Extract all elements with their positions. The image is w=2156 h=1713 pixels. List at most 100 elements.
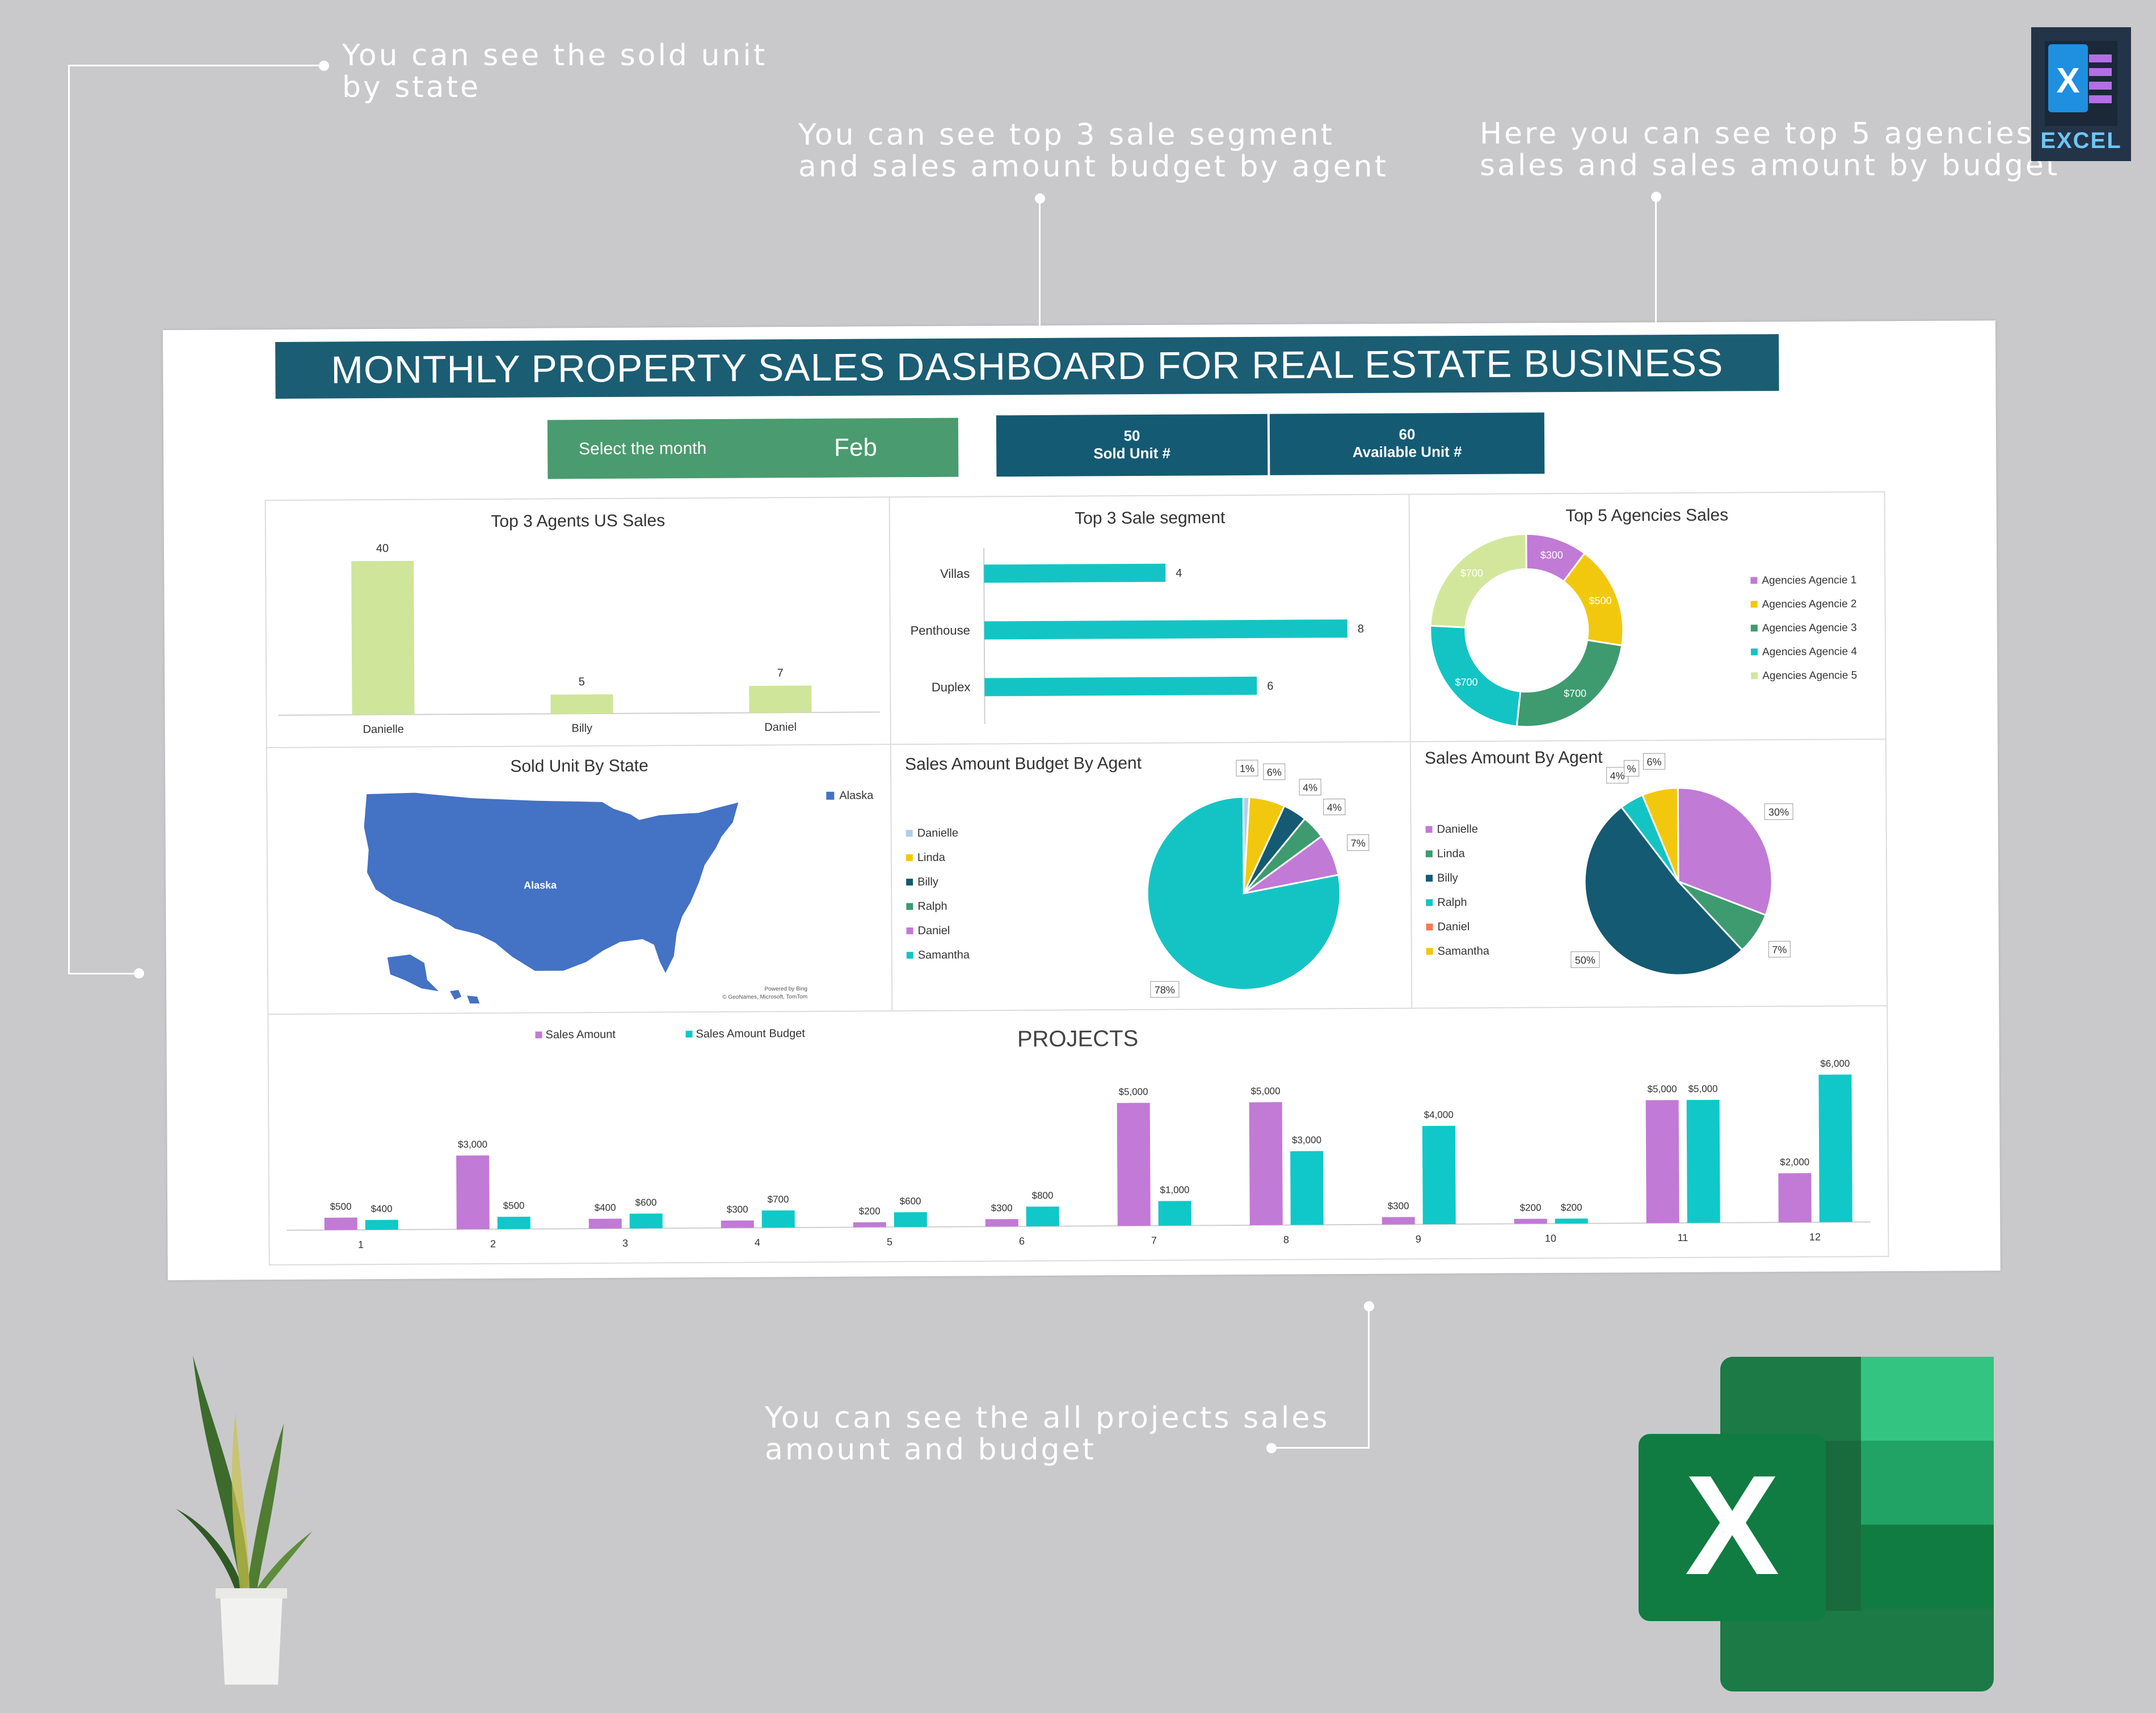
map-legend-label: Alaska <box>839 789 874 801</box>
data-label-group: $700 <box>1455 677 1478 688</box>
map-region-alaska-inset <box>387 954 439 991</box>
svg-text:X: X <box>1685 1446 1780 1604</box>
data-label-group: % <box>1624 760 1640 777</box>
bar <box>351 560 415 715</box>
data-label-group: 4% <box>1299 779 1321 796</box>
connector-line <box>68 65 70 974</box>
data-label: 7% <box>1351 838 1366 849</box>
sold-units-label: Sold Unit # <box>1093 444 1171 462</box>
data-label-group: 30% <box>1764 803 1793 820</box>
data-label: $3,000 <box>458 1139 487 1150</box>
available-units-value: 60 <box>1399 425 1416 443</box>
month-selector-value[interactable]: Feb <box>833 433 878 462</box>
data-label-group: $300 <box>1540 549 1563 560</box>
data-label: % <box>1627 763 1636 774</box>
pie-slice <box>1677 787 1773 917</box>
budget-by-agent-chart: Danielle Linda Billy Ralph Daniel Samantha 1% 6… <box>906 760 1370 998</box>
tick-label: 5 <box>887 1236 892 1247</box>
data-label-group: 6% <box>1263 763 1286 780</box>
data-label-group: 7% <box>1347 834 1370 851</box>
data-label: $300 <box>1540 549 1563 560</box>
us-map[interactable]: Alaska Alaska Powered by Bing © GeoNames… <box>267 745 892 1015</box>
excel-badge-label: EXCEL <box>2040 128 2122 153</box>
legend-label: Linda <box>1437 847 1466 860</box>
panel-agencies: Top 5 Agencies Sales $300 $500 $700 $700 $70… <box>1408 491 1887 744</box>
data-label: 7 <box>777 667 784 680</box>
pie-slice <box>1146 796 1341 991</box>
data-label-group: $700 <box>1460 567 1483 579</box>
tick-label: 10 <box>1545 1233 1556 1244</box>
bar <box>1555 1218 1588 1224</box>
data-label: $800 <box>1032 1190 1054 1201</box>
agents-chart: 40 Danielle 5 Billy 7 Daniel <box>278 542 880 736</box>
data-label: $600 <box>900 1196 921 1206</box>
data-label: 8 <box>1358 623 1364 635</box>
callout-sold-by-state: You can see the sold unit by state <box>342 39 768 104</box>
data-label: $3,000 <box>1292 1134 1321 1145</box>
callout-segment-budget: You can see top 3 sale segment and sales… <box>798 118 1388 184</box>
legend-swatch <box>1750 577 1758 584</box>
bar <box>1645 1100 1679 1223</box>
data-label: 6 <box>1267 680 1273 693</box>
bar <box>456 1155 490 1230</box>
legend-label: Danielle <box>1437 823 1478 836</box>
data-label: $300 <box>727 1204 748 1215</box>
legend-label: Ralph <box>1437 896 1467 909</box>
legend-swatch <box>1426 923 1433 931</box>
data-label-group: 1% <box>1236 760 1258 777</box>
bar <box>721 1220 754 1228</box>
bar <box>984 676 1257 697</box>
tick-label: Daniel <box>764 721 797 733</box>
dashboard-title: MONTHLY PROPERTY SALES DASHBOARD FOR REA… <box>275 334 1779 399</box>
panel-budget-by-agent: Sales Amount Budget By Agent Danielle Lin… <box>890 741 1414 1013</box>
tick-label: 6 <box>1019 1235 1025 1247</box>
legend-label: Agencies Agencie 4 <box>1762 645 1857 658</box>
data-label-group: 78% <box>1150 981 1180 998</box>
data-label: 4% <box>1327 802 1342 813</box>
legend-swatch <box>1750 601 1758 608</box>
legend-label: Agencies Agencie 3 <box>1762 622 1857 634</box>
legend-label: Sales Amount <box>545 1028 616 1041</box>
tick-label: Duplex <box>932 680 971 694</box>
legend-swatch <box>1425 850 1433 858</box>
data-label: $5,000 <box>1647 1083 1677 1094</box>
data-label-box <box>1150 981 1180 998</box>
connector-line <box>68 65 323 66</box>
data-label: $700 <box>1460 567 1483 579</box>
tick-label: Penthouse <box>911 623 970 638</box>
tick-label: 12 <box>1809 1231 1821 1243</box>
legend-label: Linda <box>917 851 946 864</box>
legend-label: Agencies Agencie 2 <box>1762 598 1857 610</box>
data-label-box <box>1299 779 1321 796</box>
panel-projects: PROJECTS Sales Amount Sales Amount Budget… <box>267 1005 1889 1266</box>
available-units-label: Available Unit # <box>1352 443 1462 461</box>
data-label: $700 <box>768 1194 789 1205</box>
legend-swatch <box>1425 826 1433 833</box>
bar <box>629 1213 663 1229</box>
legend-label: Agencies Agencie 5 <box>1762 669 1857 682</box>
data-label: 50% <box>1575 955 1595 966</box>
data-label: $200 <box>859 1206 881 1217</box>
month-selector-label: Select the month <box>579 438 707 459</box>
data-label-group: 4% <box>1323 798 1346 816</box>
data-label-box <box>1323 798 1346 816</box>
data-label: $300 <box>991 1203 1013 1213</box>
bar <box>588 1218 622 1229</box>
data-label: $5,000 <box>1251 1086 1281 1096</box>
legend-swatch <box>535 1031 542 1039</box>
legend-swatch <box>906 830 913 837</box>
plant-illustration <box>176 1356 312 1685</box>
data-label: 4% <box>1610 770 1625 782</box>
data-label: 6% <box>1647 756 1661 767</box>
bar <box>984 563 1166 583</box>
legend-swatch <box>906 927 913 935</box>
panel-amount-by-agent: Sales Amount By Agent Danielle Linda Billy… <box>1409 739 1888 1010</box>
excel-logo-icon: X <box>1639 1357 1994 1691</box>
month-selector[interactable]: Select the month Feb <box>547 417 959 479</box>
sold-units-card: 50 Sold Unit # <box>996 414 1268 477</box>
data-label-box <box>1764 803 1793 820</box>
bar <box>1158 1201 1191 1226</box>
data-label: $1,000 <box>1160 1184 1189 1195</box>
legend-swatch <box>826 791 835 800</box>
legend-swatch <box>906 854 913 862</box>
